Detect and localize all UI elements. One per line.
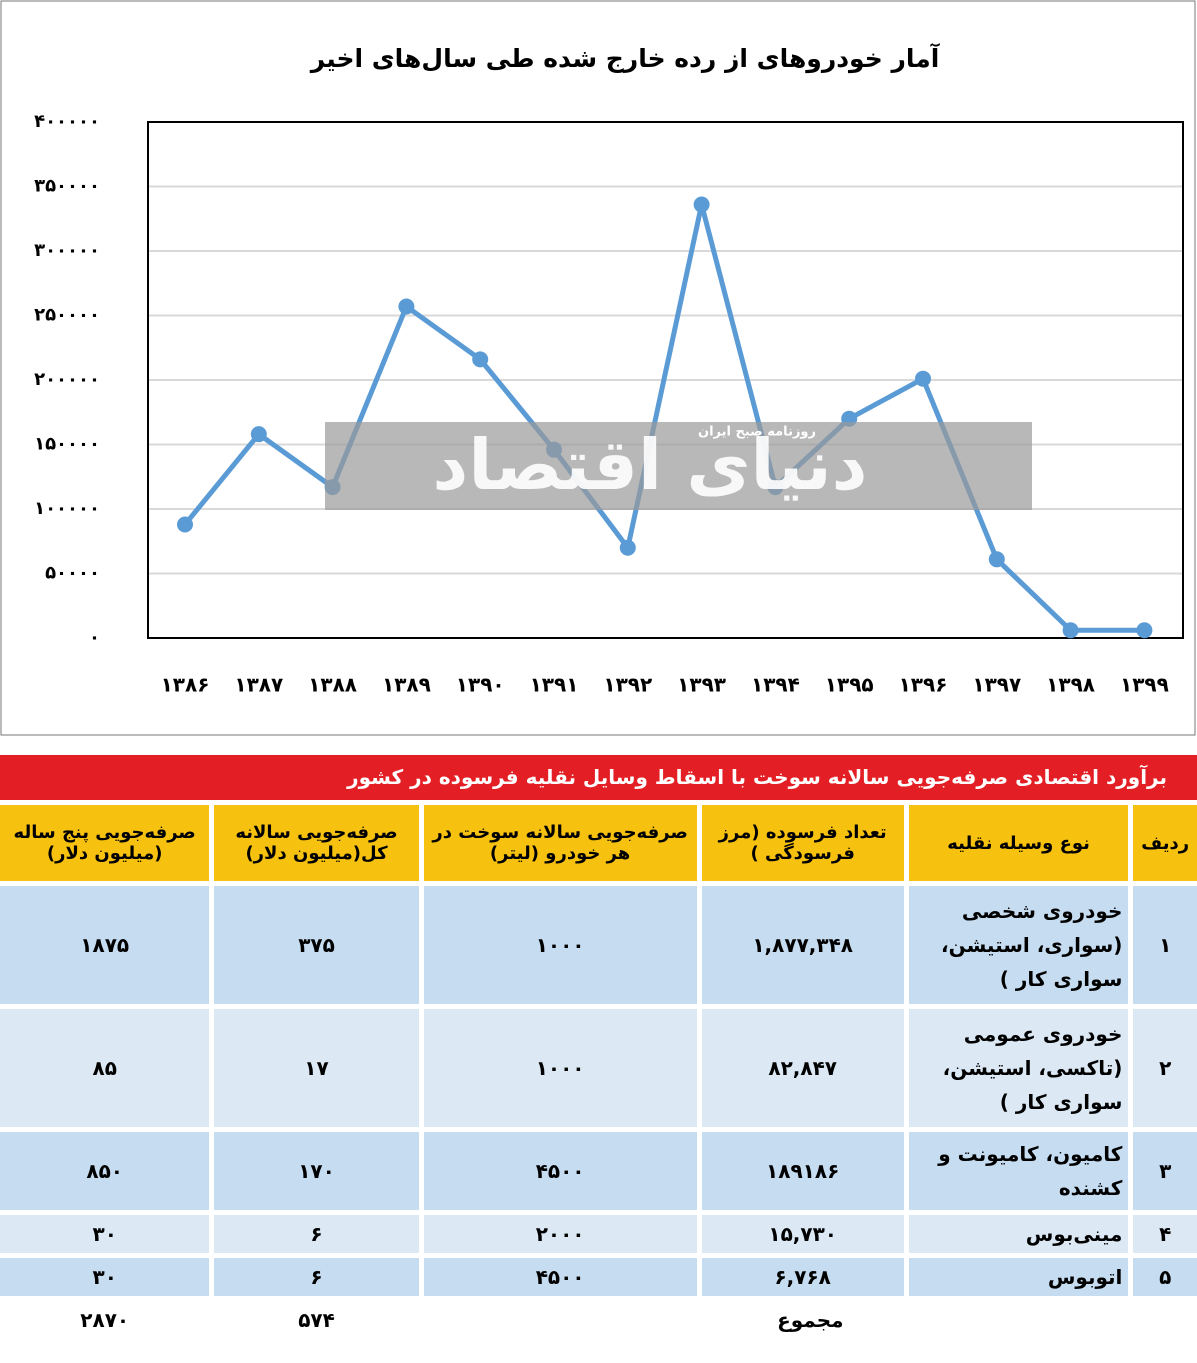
y-tick-label: ۴۰۰۰۰۰ — [34, 111, 100, 132]
y-tick-label: ۳۵۰۰۰۰ — [34, 176, 100, 197]
chart-frame — [0, 0, 1196, 736]
table-cell: کامیون، کامیونت و کشنده — [908, 1132, 1129, 1210]
point — [915, 370, 931, 387]
x-tick-label: ۱۳۸۹ — [382, 673, 431, 697]
table-cell: ۱۰۰۰ — [423, 886, 697, 1004]
table-cell: ۱۷۰ — [214, 1132, 419, 1210]
total-cell: ۵۷۴ — [214, 1301, 419, 1339]
table-cell: ۸۵ — [0, 1009, 210, 1127]
table-cell: ۱۰۰۰ — [423, 1009, 697, 1127]
table-row: ۴ مینی‌بوس ۱۵,۷۳۰ ۲۰۰۰ ۶ ۳۰ — [0, 1215, 1197, 1253]
table-cell: ۳ — [1133, 1132, 1197, 1210]
point — [250, 426, 267, 443]
table-cell: ۱۸۹۱۸۶ — [701, 1132, 904, 1210]
table-cell: خودروی شخصی (سواری، استیشن، سواری کار ) — [908, 886, 1129, 1004]
point — [619, 539, 636, 556]
x-tick-label: ۱۳۹۹ — [1120, 673, 1169, 697]
x-tick-label: ۱۳۸۸ — [308, 673, 357, 697]
table-cell: ۳۷۵ — [214, 886, 419, 1004]
table: ردیف نوع وسیله نقلیه تعداد فرسوده (مرز فرس… — [0, 800, 1197, 1344]
plot-frame — [147, 121, 1184, 639]
table-cell: خودروی عمومی (تاکسی، استیشن، سواری کار ) — [908, 1009, 1129, 1127]
column-header: ردیف — [1133, 805, 1197, 881]
total-row: مجموع ۵۷۴ ۲۸۷۰ — [0, 1301, 1197, 1339]
table-cell: ۶ — [214, 1215, 419, 1253]
table-cell: ۲ — [1133, 1009, 1197, 1127]
table-cell: اتوبوس — [908, 1258, 1129, 1296]
x-tick-label: ۱۳۹۸ — [1046, 673, 1095, 697]
table-cell: ۳۰ — [0, 1258, 210, 1296]
table-cell: ۱ — [1133, 886, 1197, 1004]
watermark-tagline: روزنامه صبح ایران — [698, 425, 816, 440]
y-tick-label: ۳۰۰۰۰۰ — [34, 240, 100, 261]
table-cell: مینی‌بوس — [908, 1215, 1129, 1253]
table-block: برآورد اقتصادی صرفه‌جویی سالانه سوخت با … — [0, 755, 1197, 1344]
point — [1062, 622, 1079, 639]
column-header: صرفه‌جویی پنج ساله (میلیون دلار) — [0, 805, 210, 881]
table-row: ۵ اتوبوس ۶,۷۶۸ ۴۵۰۰ ۶ ۳۰ — [0, 1258, 1197, 1296]
y-tick-label: ۰ — [89, 627, 100, 648]
table-cell: ۸۲,۸۴۷ — [701, 1009, 904, 1127]
table-cell: ۶,۷۶۸ — [701, 1258, 904, 1296]
table-cell: ۱۵,۷۳۰ — [701, 1215, 904, 1253]
y-tick-label: ۲۰۰۰۰۰ — [34, 369, 100, 390]
x-tick-label: ۱۳۸۷ — [234, 673, 283, 697]
table-cell: ۴ — [1133, 1215, 1197, 1253]
point — [988, 551, 1005, 568]
column-header: صرفه‌جویی سالانه سوخت در هر خودرو (لیتر) — [423, 805, 697, 881]
table-cell: ۳۰ — [0, 1215, 210, 1253]
x-tick-label: ۱۳۹۲ — [603, 673, 652, 697]
column-header: تعداد فرسوده (مرز فرسودگی ) — [701, 805, 904, 881]
table-cell: ۴۵۰۰ — [423, 1258, 697, 1296]
x-tick-label: ۱۳۹۰ — [456, 673, 505, 697]
point — [398, 298, 415, 315]
x-tick-label: ۱۳۸۶ — [161, 673, 210, 697]
table-row: ۲ خودروی عمومی (تاکسی، استیشن، سواری کار … — [0, 1009, 1197, 1127]
total-cell: ۲۸۷۰ — [0, 1301, 210, 1339]
table-cell: ۱,۸۷۷,۳۴۸ — [701, 886, 904, 1004]
table-cell: ۶ — [214, 1258, 419, 1296]
point — [472, 351, 489, 368]
x-tick-label: ۱۳۹۵ — [825, 673, 874, 697]
y-tick-label: ۱۰۰۰۰۰ — [34, 498, 100, 519]
column-header: صرفه‌جویی سالانه کل(میلیون دلار) — [214, 805, 419, 881]
table-title: برآورد اقتصادی صرفه‌جویی سالانه سوخت با … — [0, 755, 1197, 800]
x-tick-label: ۱۳۹۳ — [677, 673, 726, 697]
watermark: دنیای اقتصاد — [432, 424, 867, 506]
table-cell: ۱۷ — [214, 1009, 419, 1127]
table-cell: ۵ — [1133, 1258, 1197, 1296]
table-row: ۱ خودروی شخصی (سواری، استیشن، سواری کار )… — [0, 886, 1197, 1004]
chart-title: آمار خودروهای از رده خارج شده طی سال‌های… — [309, 43, 941, 74]
y-tick-label: ۵۰۰۰۰ — [45, 563, 100, 584]
table-cell: ۱۸۷۵ — [0, 886, 210, 1004]
point — [177, 516, 193, 533]
x-tick-label: ۱۳۹۷ — [972, 673, 1021, 697]
table-cell: ۴۵۰۰ — [423, 1132, 697, 1210]
y-tick-label: ۱۵۰۰۰۰ — [34, 434, 100, 455]
x-tick-label: ۱۳۹۱ — [530, 673, 579, 697]
y-tick-label: ۲۵۰۰۰۰ — [34, 305, 100, 326]
watermark-band — [325, 422, 1032, 510]
total-label: مجموع — [423, 1301, 1197, 1339]
point — [693, 196, 710, 213]
x-tick-label: ۱۳۹۶ — [899, 673, 948, 697]
table-cell: ۲۰۰۰ — [423, 1215, 697, 1253]
table-cell: ۸۵۰ — [0, 1132, 210, 1210]
table-row: ۳ کامیون، کامیونت و کشنده ۱۸۹۱۸۶ ۴۵۰۰ ۱۷۰ ۸۵۰ — [0, 1132, 1197, 1210]
point — [1136, 622, 1153, 639]
chart: آمار خودروهای از رده خارج شده طی سال‌های… — [0, 0, 1196, 736]
header-row: ردیف نوع وسیله نقلیه تعداد فرسوده (مرز فرس… — [0, 805, 1197, 881]
column-header: نوع وسیله نقلیه — [908, 805, 1129, 881]
x-tick-label: ۱۳۹۴ — [751, 673, 800, 697]
